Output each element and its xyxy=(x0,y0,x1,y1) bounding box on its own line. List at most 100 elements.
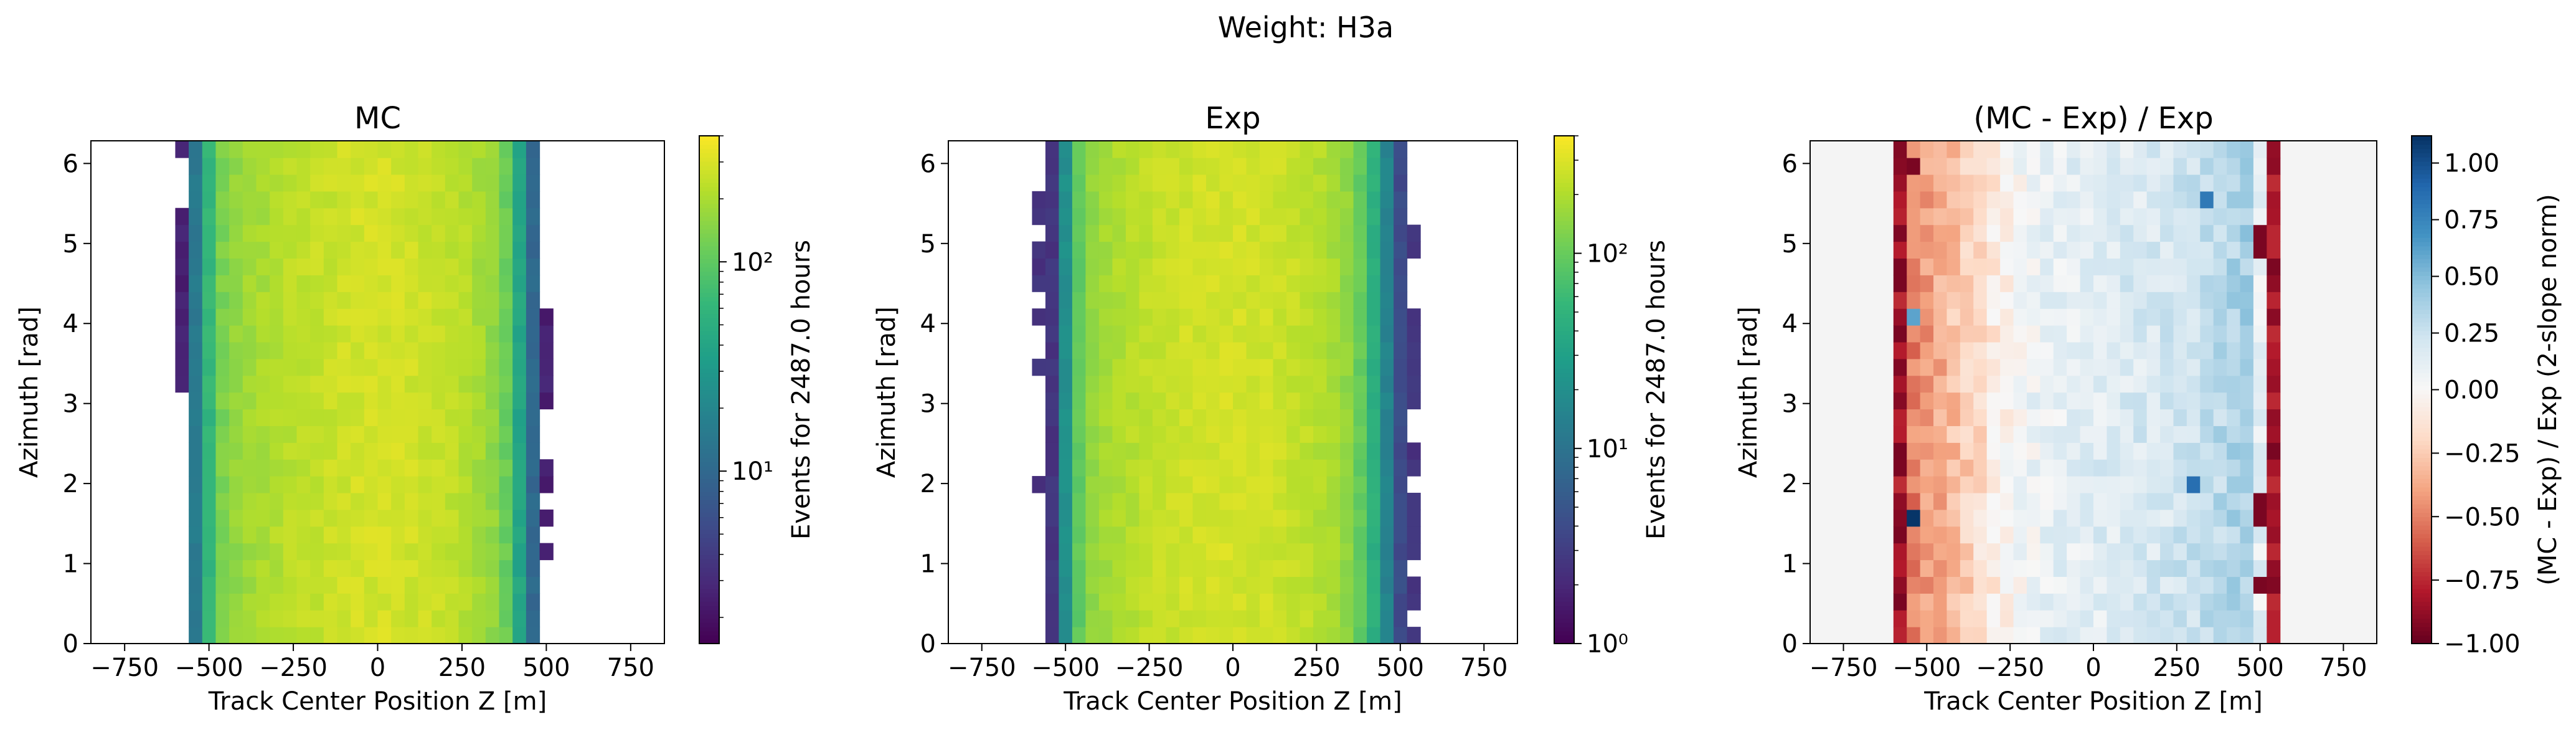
heatmap-cell xyxy=(1946,308,1961,326)
heatmap-cell xyxy=(418,559,432,578)
heatmap-cell xyxy=(2093,207,2108,226)
heatmap-cell xyxy=(2093,191,2108,209)
colorbar-gradient-step xyxy=(699,156,719,162)
heatmap-cell xyxy=(2080,241,2094,259)
heatmap-cell xyxy=(1219,241,1234,259)
heatmap-cell xyxy=(323,141,338,158)
colorbar-gradient-step xyxy=(1554,191,1574,196)
heatmap-cell xyxy=(2093,526,2108,544)
heatmap-cell xyxy=(445,275,460,292)
heatmap-cell xyxy=(445,559,460,578)
heatmap-cell xyxy=(1179,459,1194,477)
colorbar-gradient-step xyxy=(699,487,719,492)
heatmap-cell xyxy=(1973,275,1988,292)
colorbar-gradient-step xyxy=(699,169,719,174)
heatmap-cell xyxy=(2227,241,2241,259)
heatmap-cell xyxy=(1205,341,1220,359)
heatmap-cell xyxy=(458,627,473,644)
heatmap-cell xyxy=(2067,141,2081,158)
heatmap-cell xyxy=(458,174,473,192)
heatmap-cell xyxy=(404,224,419,242)
heatmap-cell xyxy=(1098,292,1113,309)
colorbar-gradient-step xyxy=(699,563,719,568)
heatmap-cell xyxy=(377,341,392,359)
heatmap-cell xyxy=(2133,559,2148,578)
heatmap-cell xyxy=(1085,426,1100,443)
heatmap-cell xyxy=(472,258,486,275)
heatmap-cell xyxy=(2253,610,2267,627)
heatmap-cell xyxy=(364,241,379,259)
heatmap-cell xyxy=(1112,341,1126,359)
heatmap-cell xyxy=(2240,141,2254,158)
heatmap-cell xyxy=(1986,576,2001,594)
heatmap-cell xyxy=(2040,258,2054,275)
heatmap-cell xyxy=(432,409,446,426)
heatmap-cell xyxy=(2213,459,2227,477)
colorbar-gradient-step xyxy=(1554,449,1574,454)
heatmap-cell xyxy=(1219,308,1234,326)
colorbar-gradient-step xyxy=(2412,224,2432,230)
heatmap-cell xyxy=(1219,610,1234,627)
heatmap-cell xyxy=(1059,476,1073,493)
heatmap-cell xyxy=(512,258,527,275)
heatmap-cell xyxy=(323,275,338,292)
heatmap-cell xyxy=(2173,358,2187,376)
colorbar-gradient-step xyxy=(2412,592,2432,598)
heatmap-cell xyxy=(2267,158,2281,175)
heatmap-cell xyxy=(526,174,540,192)
heatmap-cell xyxy=(1960,559,1974,578)
heatmap-cell xyxy=(1192,292,1207,309)
y-tick-label: 1 xyxy=(1782,550,1798,579)
heatmap-cell xyxy=(1139,392,1153,410)
heatmap-cell xyxy=(1125,459,1140,477)
heatmap-cell xyxy=(256,509,270,527)
heatmap-cell xyxy=(1960,358,1974,376)
heatmap-cell xyxy=(1085,492,1100,510)
heatmap-cell xyxy=(189,627,203,644)
heatmap-cell xyxy=(485,325,500,343)
heatmap-cell xyxy=(2133,325,2148,343)
heatmap-cell xyxy=(2173,492,2187,510)
heatmap-cell xyxy=(1907,559,1921,578)
heatmap-cell xyxy=(1326,292,1341,309)
heatmap-cell xyxy=(175,258,189,275)
heatmap-cell xyxy=(1920,224,1934,242)
heatmap-cell xyxy=(2253,207,2267,226)
heatmap-cell xyxy=(1907,358,1921,376)
heatmap-cell xyxy=(2026,375,2041,393)
heatmap-cell xyxy=(1166,141,1180,158)
heatmap-cell xyxy=(189,375,203,393)
heatmap-cell xyxy=(2213,224,2227,242)
heatmap-cell xyxy=(2107,275,2121,292)
heatmap-cell xyxy=(485,241,500,259)
heatmap-cell xyxy=(1946,526,1961,544)
colorbar-gradient-step xyxy=(2412,267,2432,272)
heatmap-cell xyxy=(404,325,419,343)
heatmap-cell xyxy=(2133,224,2148,242)
heatmap-cell xyxy=(1960,593,1974,611)
heatmap-cell xyxy=(2146,191,2161,209)
heatmap-cell xyxy=(377,325,392,343)
heatmap-cell xyxy=(2240,275,2254,292)
heatmap-cell xyxy=(1192,375,1207,393)
colorbar: −1.00−0.75−0.50−0.250.000.250.500.751.00… xyxy=(2411,135,2562,659)
heatmap-cell xyxy=(2253,191,2267,209)
heatmap-cell xyxy=(1246,492,1260,510)
heatmap-cell xyxy=(1072,158,1087,175)
heatmap-cell xyxy=(2067,409,2081,426)
heatmap-cell xyxy=(323,576,338,594)
heatmap-cell xyxy=(1367,627,1381,644)
heatmap-cell xyxy=(1326,174,1341,192)
colorbar-tick-label: −0.50 xyxy=(2444,503,2521,531)
heatmap-cell xyxy=(2253,509,2267,527)
y-tick-label: 4 xyxy=(1782,310,1798,338)
heatmap-cell xyxy=(472,392,486,410)
heatmap-cell xyxy=(283,292,298,309)
heatmap-cell xyxy=(391,341,405,359)
heatmap-cell xyxy=(1072,476,1087,493)
heatmap-cell xyxy=(1059,375,1073,393)
heatmap-cell xyxy=(2000,141,2014,158)
heatmap-cell xyxy=(1394,492,1408,510)
heatmap-cell xyxy=(1166,241,1180,259)
